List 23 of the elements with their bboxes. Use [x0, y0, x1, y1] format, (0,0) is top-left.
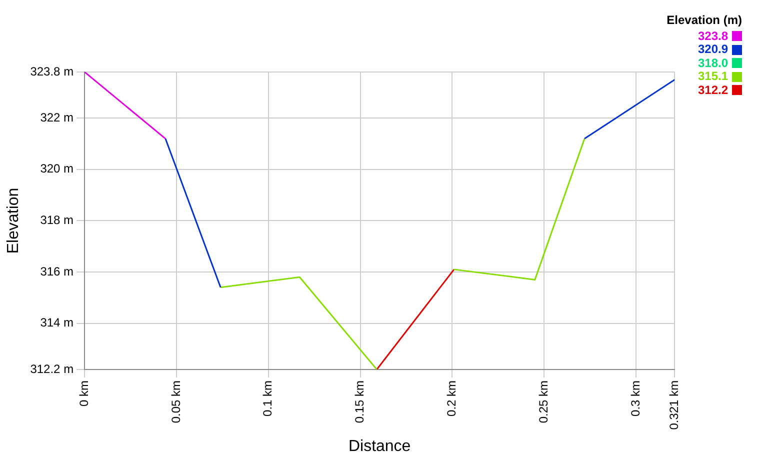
- legend-label: 323.8: [698, 28, 728, 43]
- x-tick-label: 0.321 km: [666, 380, 681, 430]
- legend-label: 318.0: [698, 56, 728, 70]
- y-tick-label: 320 m: [40, 162, 74, 176]
- legend-label: 320.9: [698, 42, 728, 56]
- y-tick-label: 312.2 m: [30, 362, 74, 376]
- x-tick-label: 0.15 km: [352, 380, 367, 424]
- x-tick-label: 0.2 km: [444, 380, 458, 416]
- x-axis-title: Distance: [348, 438, 411, 455]
- y-tick-label: 316 m: [40, 264, 74, 278]
- x-tick-label: 0.05 km: [168, 380, 183, 424]
- legend-label: 315.1: [698, 69, 728, 84]
- y-tick-label: 318 m: [40, 213, 74, 228]
- x-tick-label: 0.3 km: [628, 380, 642, 416]
- x-tick-label: 0.25 km: [536, 380, 550, 424]
- y-tick-label: 323.8 m: [30, 64, 74, 78]
- x-tick-label: 0 km: [76, 380, 91, 406]
- y-tick-label: 322 m: [40, 110, 74, 124]
- y-axis-title: Elevation: [5, 188, 22, 254]
- x-tick-label: 0.1 km: [260, 380, 275, 416]
- y-tick-label: 314 m: [40, 316, 74, 330]
- legend-title: Elevation (m): [666, 13, 742, 28]
- legend-label: 312.2: [698, 82, 728, 97]
